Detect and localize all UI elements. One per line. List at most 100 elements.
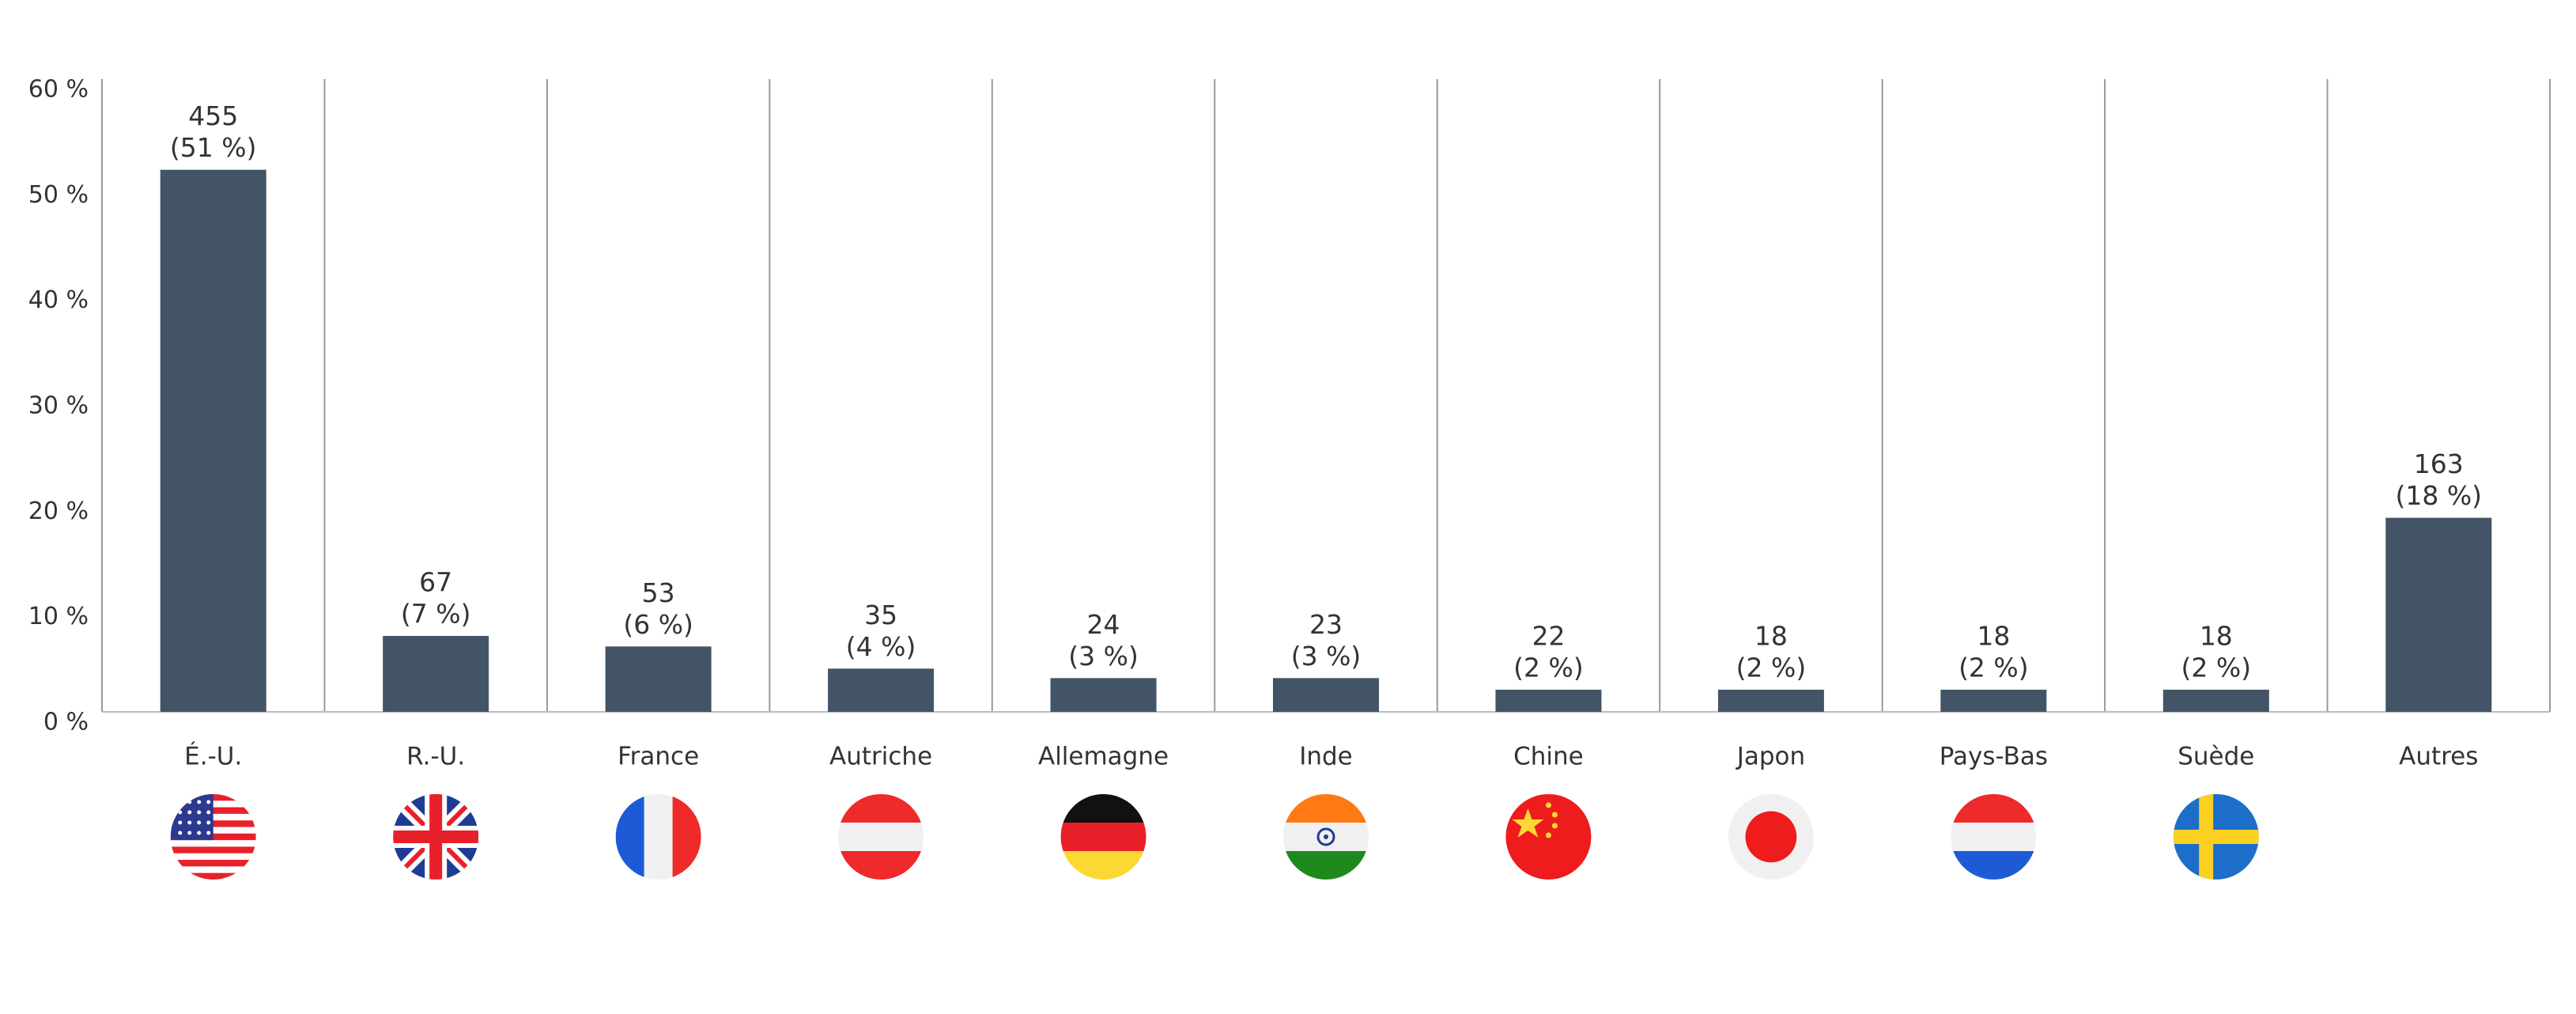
flag-part bbox=[1951, 851, 2037, 880]
flag-star bbox=[197, 810, 202, 815]
flag-part bbox=[1316, 827, 1335, 846]
flag-part bbox=[170, 846, 256, 854]
bar bbox=[1495, 690, 1602, 712]
value-label: (3 %) bbox=[1291, 641, 1362, 672]
flag-star bbox=[1545, 802, 1551, 808]
flag-part bbox=[170, 872, 256, 880]
value-count: 22 bbox=[1532, 621, 1565, 652]
x-tick-label: Chine bbox=[1513, 743, 1584, 771]
flag-part bbox=[393, 830, 479, 843]
bar bbox=[828, 668, 935, 712]
value-count: 35 bbox=[864, 600, 897, 630]
flag-star bbox=[206, 800, 211, 804]
flag-star bbox=[187, 830, 192, 835]
flag-part bbox=[838, 823, 924, 852]
flag-part bbox=[1512, 808, 1544, 838]
flag-part bbox=[2173, 830, 2259, 844]
flag-part bbox=[170, 853, 256, 861]
y-tick-label: 50 % bbox=[28, 181, 89, 209]
flag-star bbox=[187, 800, 192, 804]
flag-part bbox=[1324, 834, 1328, 839]
value-count: 18 bbox=[2200, 621, 2233, 652]
flag-part bbox=[170, 866, 256, 874]
value-count: 18 bbox=[1754, 621, 1788, 652]
value-count: 24 bbox=[1087, 609, 1120, 640]
x-tick-label: Allemagne bbox=[1038, 743, 1169, 771]
value-label: (4 %) bbox=[846, 631, 916, 662]
flag bbox=[1283, 794, 1369, 880]
value-label: (2 %) bbox=[1958, 653, 2029, 683]
flag-part bbox=[1060, 851, 1146, 880]
bar bbox=[1940, 690, 2047, 712]
flag bbox=[1060, 794, 1146, 880]
value-label: (51 %) bbox=[170, 132, 257, 163]
flag-star bbox=[1551, 812, 1558, 818]
x-tick-label: Suède bbox=[2178, 743, 2254, 771]
bar bbox=[160, 169, 266, 712]
y-tick-label: 30 % bbox=[28, 392, 89, 420]
bar bbox=[1273, 678, 1379, 712]
value-count: 18 bbox=[1977, 621, 2010, 652]
value-label: (2 %) bbox=[2181, 653, 2252, 683]
bar bbox=[2385, 517, 2492, 712]
flag-part bbox=[1745, 811, 1797, 863]
flag bbox=[2173, 794, 2259, 880]
flag-star bbox=[1551, 823, 1558, 829]
value-label: (18 %) bbox=[2395, 480, 2482, 511]
x-tick-label: Japon bbox=[1736, 743, 1805, 771]
flag bbox=[1728, 794, 1814, 880]
value-label: (7 %) bbox=[401, 599, 471, 630]
flag bbox=[1951, 794, 2037, 880]
flag-part bbox=[838, 851, 924, 880]
flag-star bbox=[178, 820, 183, 825]
flag-star bbox=[178, 800, 183, 804]
x-tick-label: É.-U. bbox=[184, 743, 242, 771]
flag-star bbox=[187, 810, 192, 815]
flag-star bbox=[206, 810, 211, 815]
value-label: (3 %) bbox=[1068, 641, 1139, 672]
flag-star bbox=[187, 820, 192, 825]
bar bbox=[383, 636, 489, 712]
flag-star bbox=[178, 810, 183, 815]
x-tick-label: Autres bbox=[2399, 743, 2478, 771]
bar bbox=[1717, 690, 1824, 712]
flag-part bbox=[1951, 823, 2037, 852]
flag-part bbox=[644, 794, 674, 880]
bar bbox=[1050, 678, 1157, 712]
flag-star bbox=[206, 820, 211, 825]
flag-part bbox=[170, 840, 256, 848]
y-tick-label: 20 % bbox=[28, 498, 89, 525]
flag-star bbox=[1545, 832, 1551, 838]
flag bbox=[615, 794, 701, 880]
flag-star bbox=[197, 830, 202, 835]
value-count: 67 bbox=[419, 567, 452, 598]
y-tick-label: 0 % bbox=[43, 709, 89, 736]
value-label: (2 %) bbox=[1513, 653, 1584, 683]
bar bbox=[2162, 690, 2269, 712]
flag bbox=[393, 794, 479, 880]
flag-part bbox=[170, 860, 256, 868]
flag-part bbox=[1060, 823, 1146, 852]
x-tick-label: R.-U. bbox=[406, 743, 465, 771]
flag bbox=[1505, 794, 1592, 880]
value-label: (6 %) bbox=[623, 609, 693, 640]
x-tick-label: Pays-Bas bbox=[1940, 743, 2048, 771]
flag-part bbox=[1951, 794, 2037, 823]
flag bbox=[838, 794, 924, 880]
y-tick-label: 40 % bbox=[28, 286, 89, 314]
flag bbox=[170, 794, 256, 880]
x-tick-label: Autriche bbox=[829, 743, 932, 771]
x-tick-label: France bbox=[618, 743, 699, 771]
flag-part bbox=[1283, 794, 1369, 823]
flag-star bbox=[197, 820, 202, 825]
value-count: 53 bbox=[642, 577, 675, 608]
value-label: (2 %) bbox=[1736, 653, 1807, 683]
y-tick-label: 10 % bbox=[28, 603, 89, 630]
flag-part bbox=[1283, 851, 1369, 880]
flag-part bbox=[615, 794, 645, 880]
value-count: 23 bbox=[1309, 609, 1343, 640]
flag-star bbox=[206, 830, 211, 835]
flag-star bbox=[178, 830, 183, 835]
value-count: 455 bbox=[188, 100, 238, 131]
